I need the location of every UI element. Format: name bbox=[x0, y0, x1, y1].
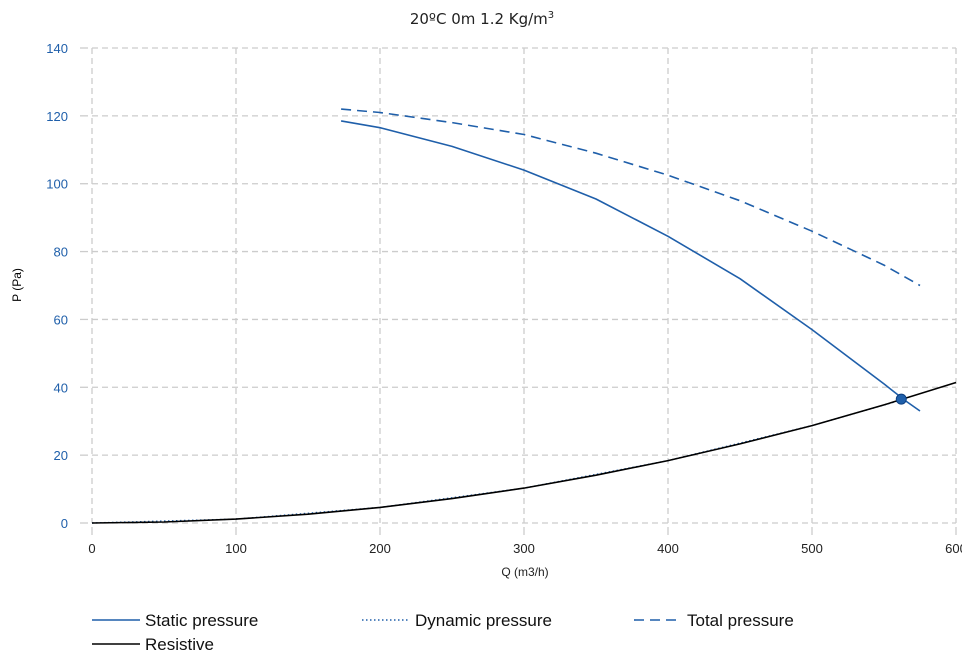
y-axis-ticks: 0 20 40 60 80 100 120 140 bbox=[46, 41, 88, 531]
x-axis-ticks: 0 100 200 300 400 500 600 bbox=[88, 527, 962, 556]
x-tick-label: 500 bbox=[801, 541, 823, 556]
x-tick-label: 300 bbox=[513, 541, 535, 556]
chart-title-main: 20ºC 0m 1.2 Kg/m bbox=[410, 10, 548, 28]
chart-title: 20ºC 0m 1.2 Kg/m3 bbox=[410, 10, 554, 28]
series-line-total-pressure bbox=[341, 108, 921, 287]
x-tick-label: 400 bbox=[657, 541, 679, 556]
series-layer bbox=[91, 108, 957, 524]
y-tick-label: 0 bbox=[61, 516, 68, 531]
y-tick-label: 20 bbox=[54, 448, 68, 463]
legend-label-resistive: Resistive bbox=[145, 635, 214, 654]
legend-label-static-pressure: Static pressure bbox=[145, 611, 258, 630]
y-tick-label: 100 bbox=[46, 177, 68, 192]
y-tick-label: 140 bbox=[46, 41, 68, 56]
x-tick-label: 200 bbox=[369, 541, 391, 556]
y-tick-label: 80 bbox=[54, 245, 68, 260]
grid bbox=[91, 47, 957, 524]
y-tick-label: 120 bbox=[46, 109, 68, 124]
legend-label-total-pressure: Total pressure bbox=[687, 611, 794, 630]
series-line-static-pressure bbox=[340, 120, 921, 412]
y-axis-label: P (Pa) bbox=[10, 268, 24, 302]
series-line-dynamic-pressure bbox=[91, 398, 906, 524]
series-line-resistive bbox=[91, 381, 957, 524]
legend: Static pressure Dynamic pressure Total pre… bbox=[92, 611, 794, 654]
operating-point-marker bbox=[895, 393, 907, 405]
x-tick-label: 0 bbox=[88, 541, 95, 556]
y-tick-label: 40 bbox=[54, 380, 68, 395]
chart-title-superscript: 3 bbox=[548, 10, 554, 21]
x-tick-label: 600 bbox=[945, 541, 962, 556]
x-axis-label: Q (m3/h) bbox=[501, 565, 548, 579]
legend-label-dynamic-pressure: Dynamic pressure bbox=[415, 611, 552, 630]
y-tick-label: 60 bbox=[54, 312, 68, 327]
operating-point-layer bbox=[895, 393, 907, 405]
x-tick-label: 100 bbox=[225, 541, 247, 556]
